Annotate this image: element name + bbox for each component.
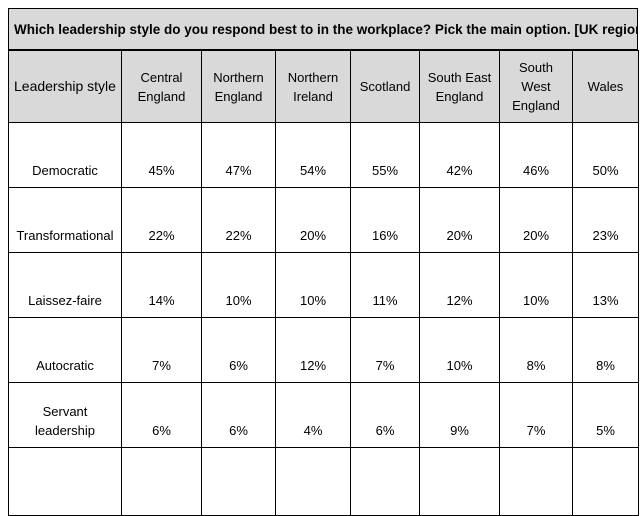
table-cell: 14% [121,252,202,318]
column-header: Northern Ireland [275,50,351,123]
table-row-empty [8,447,639,516]
table-cell: 10% [201,252,276,318]
table-row: Laissez-faire 14% 10% 10% 11% 12% 10% 13… [8,252,639,318]
table-cell: 42% [419,122,500,188]
column-header: Wales [572,50,639,123]
column-header: Leadership style [8,50,122,123]
table-cell: 20% [275,187,351,253]
table-cell: 6% [121,382,202,448]
table-cell: 8% [572,317,639,383]
row-label: Laissez-faire [8,252,122,318]
table-cell: 6% [350,382,420,448]
row-label: Servant leadership [8,382,122,448]
header-row: Leadership style Central England Norther… [8,50,639,123]
table-cell: 10% [419,317,500,383]
table-cell: 12% [275,317,351,383]
table-cell: 12% [419,252,500,318]
table-cell: 6% [201,382,276,448]
table-cell: 23% [572,187,639,253]
table-cell: 5% [572,382,639,448]
table-cell: 22% [121,187,202,253]
table-cell-empty [275,447,351,516]
table-cell: 45% [121,122,202,188]
table-cell: 11% [350,252,420,318]
table-cell: 50% [572,122,639,188]
table-cell: 20% [499,187,573,253]
table-cell: 10% [275,252,351,318]
table-row: Democratic 45% 47% 54% 55% 42% 46% 50% [8,122,639,188]
table-cell: 13% [572,252,639,318]
table-title: Which leadership style do you respond be… [8,8,638,50]
table-row: Transformational 22% 22% 20% 16% 20% 20%… [8,187,639,253]
row-label: Autocratic [8,317,122,383]
table-cell: 6% [201,317,276,383]
results-table: Leadership style Central England Norther… [8,50,639,516]
table-cell-empty [121,447,202,516]
row-label: Democratic [8,122,122,188]
table-cell-empty [572,447,639,516]
table-cell: 8% [499,317,573,383]
row-label: Transformational [8,187,122,253]
column-header: Northern England [201,50,276,123]
table-cell: 20% [419,187,500,253]
column-header: South West England [499,50,573,123]
table-cell: 4% [275,382,351,448]
table-cell: 54% [275,122,351,188]
survey-table-sheet: Which leadership style do you respond be… [8,8,639,516]
table-cell: 10% [499,252,573,318]
table-row: Servant leadership 6% 6% 4% 6% 9% 7% 5% [8,382,639,448]
table-cell: 46% [499,122,573,188]
table-cell: 9% [419,382,500,448]
column-header: South East England [419,50,500,123]
table-cell: 16% [350,187,420,253]
table-cell: 7% [499,382,573,448]
table-cell: 55% [350,122,420,188]
table-cell: 7% [350,317,420,383]
table-cell: 47% [201,122,276,188]
table-cell: 7% [121,317,202,383]
table-cell-empty [350,447,420,516]
column-header: Scotland [350,50,420,123]
table-cell: 22% [201,187,276,253]
table-cell-empty [499,447,573,516]
column-header: Central England [121,50,202,123]
table-cell-empty [8,447,122,516]
table-cell-empty [419,447,500,516]
table-row: Autocratic 7% 6% 12% 7% 10% 8% 8% [8,317,639,383]
table-cell-empty [201,447,276,516]
